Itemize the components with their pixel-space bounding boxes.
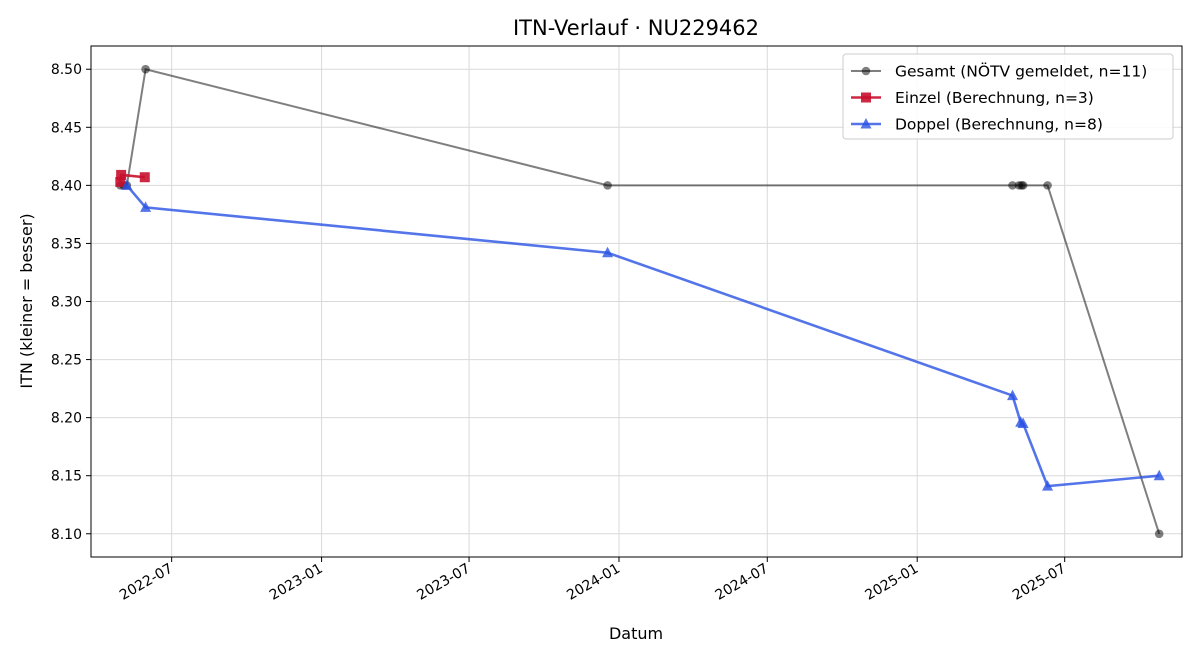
legend: Gesamt (NÖTV gemeldet, n=11) Einzel (Bere… xyxy=(842,53,1174,140)
data-point-doppel xyxy=(1007,389,1019,401)
legend-marker xyxy=(861,66,871,76)
data-point-gesamt xyxy=(1008,181,1017,190)
data-point-einzel xyxy=(116,169,127,180)
data-point-gesamt xyxy=(1043,181,1052,190)
y-tick-label: 8.30 xyxy=(51,295,82,311)
chart-title: ITN-Verlauf · NU229462 xyxy=(513,16,759,40)
x-axis: 2022-07 2023-01 2023-07 2024-01 2024-07 2025-… xyxy=(117,557,1069,604)
legend-label: Gesamt (NÖTV gemeldet, n=11) xyxy=(895,62,1147,81)
y-tick-label: 8.40 xyxy=(51,178,82,194)
data-point-einzel xyxy=(115,176,126,187)
y-tick-label: 8.10 xyxy=(51,527,82,543)
x-axis-label: Datum xyxy=(609,624,663,643)
legend-item-doppel: Doppel (Berechnung, n=8) xyxy=(851,116,1103,134)
data-point-einzel xyxy=(139,172,150,183)
data-point-doppel xyxy=(140,201,152,212)
x-tick-label: 2024-07 xyxy=(713,561,772,604)
series-doppel xyxy=(121,179,1165,491)
y-tick-label: 8.50 xyxy=(51,62,82,78)
series-einzel xyxy=(115,169,150,187)
y-tick-label: 8.25 xyxy=(51,353,82,369)
series-line-doppel xyxy=(125,184,1160,488)
data-point-doppel xyxy=(602,246,614,258)
legend-label: Doppel (Berechnung, n=8) xyxy=(895,116,1103,134)
legend-box xyxy=(842,53,1174,140)
series-layer xyxy=(115,64,1165,539)
legend-item-einzel: Einzel (Berechnung, n=3) xyxy=(851,89,1094,107)
y-tick-label: 8.35 xyxy=(51,236,82,252)
data-point-gesamt xyxy=(141,64,150,74)
y-tick-label: 8.15 xyxy=(51,469,82,485)
y-tick-label: 8.45 xyxy=(51,120,82,136)
legend-marker xyxy=(860,118,872,129)
x-tick-label: 2023-01 xyxy=(267,561,326,604)
legend-label: Einzel (Berechnung, n=3) xyxy=(895,89,1094,107)
data-point-gesamt xyxy=(1154,529,1164,539)
data-point-doppel xyxy=(1017,417,1029,428)
legend-marker xyxy=(861,92,871,103)
data-point-doppel xyxy=(121,179,133,190)
x-tick-label: 2022-07 xyxy=(117,561,176,604)
data-point-gesamt xyxy=(1018,181,1028,190)
data-point-doppel xyxy=(1042,480,1054,491)
y-axis-label: ITN (kleiner = besser) xyxy=(17,213,36,388)
data-point-gesamt xyxy=(603,181,612,190)
y-axis: 8.10 8.15 8.20 8.25 8.30 8.35 8.40 8.45 8.50 xyxy=(51,62,91,543)
y-tick-label: 8.20 xyxy=(51,411,82,427)
legend-item-gesamt: Gesamt (NÖTV gemeldet, n=11) xyxy=(851,62,1147,81)
x-tick-label: 2024-01 xyxy=(564,561,623,604)
data-point-doppel xyxy=(1153,469,1165,481)
x-tick-label: 2025-07 xyxy=(1010,561,1069,604)
x-tick-label: 2023-07 xyxy=(414,561,473,604)
x-tick-label: 2025-01 xyxy=(863,561,922,604)
